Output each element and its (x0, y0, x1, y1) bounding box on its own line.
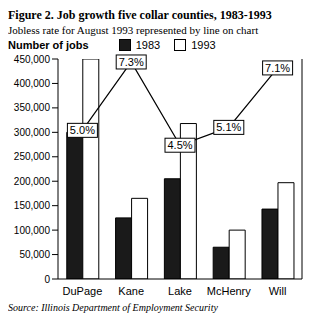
html-text:Number of jobs: Number of jobs (8, 39, 89, 51)
svg-text:50,000: 50,000 (19, 249, 50, 260)
svg-text:Kane: Kane (118, 285, 144, 297)
html-text:Jobless rate for August 1993 r: Jobless rate for August 1993 represented… (8, 24, 259, 36)
html-text:Figure 2. Job growth five coll: Figure 2. Job growth five collar countie… (8, 8, 272, 22)
svg-text:Lake: Lake (168, 285, 192, 297)
svg-text:5.1%: 5.1% (216, 121, 241, 133)
svg-text:7.1%: 7.1% (265, 62, 290, 74)
svg-text:300,000: 300,000 (14, 127, 51, 138)
svg-text:DuPage: DuPage (63, 285, 103, 297)
html-text:Source: Illinois Department of: Source: Illinois Department of Employmen… (8, 302, 218, 313)
svg-text:100,000: 100,000 (14, 225, 51, 236)
svg-text:Will: Will (269, 285, 287, 297)
svg-text:250,000: 250,000 (14, 151, 51, 162)
svg-text:5.0%: 5.0% (70, 124, 95, 136)
svg-text:350,000: 350,000 (14, 102, 51, 113)
svg-text:McHenry: McHenry (207, 285, 252, 297)
svg-text:7.3%: 7.3% (119, 56, 144, 68)
svg-text:4.5%: 4.5% (167, 139, 192, 151)
svg-text:400,000: 400,000 (14, 78, 51, 89)
svg-text:450,000: 450,000 (14, 54, 51, 65)
svg-text:0: 0 (44, 274, 50, 285)
svg-text:150,000: 150,000 (14, 200, 51, 211)
html-text:1993: 1993 (191, 39, 216, 51)
svg-text:200,000: 200,000 (14, 176, 51, 187)
html-text:1983: 1983 (135, 39, 161, 51)
